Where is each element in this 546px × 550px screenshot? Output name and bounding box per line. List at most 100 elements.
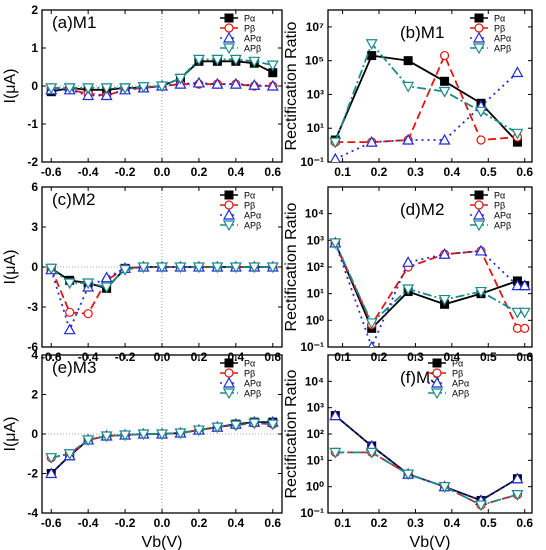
series-group: [329, 39, 524, 162]
marker-point: [100, 89, 113, 101]
y-tick-label: 10⁴: [305, 374, 324, 388]
x-tick-label: 0.4: [444, 516, 461, 530]
x-tick-label: -0.4: [78, 165, 99, 179]
marker-point: [211, 262, 224, 274]
legend-label: APβ: [244, 221, 261, 231]
legend-label: APα: [494, 211, 511, 221]
y-tick-label: 10³: [307, 401, 324, 415]
series-line-APα: [334, 414, 518, 502]
y-tick-label: 10²: [307, 427, 324, 441]
marker-point: [222, 220, 236, 232]
marker-point: [229, 420, 242, 432]
series-group: [45, 54, 279, 101]
marker-point: [438, 133, 451, 145]
x-tick-label: 0.6: [264, 516, 281, 530]
marker-point: [45, 467, 58, 479]
marker-point: [266, 79, 279, 91]
marker-point: [155, 429, 169, 441]
y-tick-label: 10⁰: [306, 480, 324, 494]
y-tick-label: 10⁷: [306, 20, 324, 34]
legend-label: Pβ: [244, 369, 255, 379]
y-tick-label: -3: [27, 300, 38, 314]
marker-point: [100, 431, 113, 443]
marker-point: [222, 376, 236, 388]
legend-label: APα: [244, 211, 261, 221]
marker-point: [474, 190, 484, 200]
panel-4: 0.1 0.2 0.3 0.4 0.5 0.610⁻¹10⁰10¹10²10³10⁴Rec…: [283, 186, 533, 364]
series-group: [329, 236, 531, 347]
legend-label: APβ: [494, 44, 511, 54]
marker-point: [222, 208, 236, 220]
legend-label: APβ: [452, 389, 469, 399]
marker-point: [222, 31, 236, 43]
marker-point: [45, 83, 58, 95]
y-tick-label: 10¹: [307, 121, 324, 135]
marker-point: [402, 256, 415, 267]
legend-label: APα: [452, 379, 469, 389]
panel-title: (a)M1: [52, 13, 96, 32]
marker-point: [438, 482, 451, 493]
series-line-Pβ: [335, 451, 518, 507]
marker-point: [474, 286, 488, 298]
marker-point: [211, 54, 224, 66]
y-tick-label: 6: [31, 180, 38, 194]
marker-point: [266, 262, 279, 274]
marker-point: [224, 358, 234, 368]
marker-point: [474, 244, 488, 256]
marker-point: [45, 453, 58, 464]
legend-label: APα: [244, 34, 261, 44]
marker-point: [365, 318, 378, 330]
legend-label: Pα: [244, 191, 255, 201]
y-axis-label: I(μA): [2, 69, 19, 104]
series-line-Pα: [334, 242, 526, 330]
legend-label: Pβ: [452, 369, 463, 379]
legend-label: APα: [244, 379, 261, 389]
marker-point: [224, 190, 234, 200]
marker-point: [438, 294, 451, 306]
marker-point: [472, 43, 486, 55]
y-axis-label: Rectification Ratio: [283, 202, 300, 331]
marker-point: [100, 271, 113, 283]
marker-point: [472, 208, 486, 220]
legend-label: Pβ: [244, 24, 255, 34]
marker-point: [119, 265, 132, 276]
marker-point: [474, 23, 484, 33]
x-tick-label: -0.6: [41, 516, 62, 530]
panel-5: -0.6 -0.4 -0.2 0.0 0.2 0.4 0.6 -4 -2 0 2 4 I(μA) Vb(V…: [2, 348, 283, 550]
marker-point: [174, 262, 187, 274]
marker-point: [248, 79, 261, 90]
marker-point: [439, 50, 450, 61]
marker-point: [224, 23, 234, 33]
legend-label: APβ: [244, 44, 261, 54]
marker-point: [432, 368, 442, 378]
marker-point: [329, 447, 342, 459]
marker-point: [83, 309, 93, 319]
y-tick-label: 10³: [307, 233, 324, 247]
marker-point: [63, 278, 76, 290]
marker-point: [45, 263, 58, 275]
marker-point: [65, 307, 75, 317]
x-tick-label: 0.5: [480, 165, 497, 179]
legend-label: Pβ: [244, 201, 255, 211]
x-tick-label: 0.4: [228, 516, 245, 530]
marker-point: [137, 429, 150, 441]
legend-label: APβ: [494, 221, 511, 231]
legend-label: Pβ: [494, 24, 505, 34]
marker-point: [511, 307, 524, 319]
x-axis-label: Vb(V): [142, 534, 183, 550]
panel-title: (d)M2: [400, 200, 444, 219]
marker-point: [222, 43, 236, 55]
marker-point: [365, 39, 378, 51]
panel-1: -0.6 -0.4 -0.2 0.0 0.2 0.4 0.6 -2 -1 0 1 2 I(μA) (a)M…: [2, 3, 283, 179]
x-tick-label: 0.4: [444, 165, 461, 179]
marker-point: [224, 200, 234, 210]
marker-point: [329, 409, 342, 421]
legend-label: Pβ: [494, 201, 505, 211]
panel-title: (e)M3: [52, 358, 96, 377]
marker-point: [368, 340, 376, 347]
marker-point: [430, 376, 444, 388]
legend-label: Pα: [494, 191, 505, 201]
marker-point: [192, 425, 205, 437]
y-tick-label: 10⁻¹: [300, 506, 324, 520]
marker-point: [511, 472, 524, 484]
